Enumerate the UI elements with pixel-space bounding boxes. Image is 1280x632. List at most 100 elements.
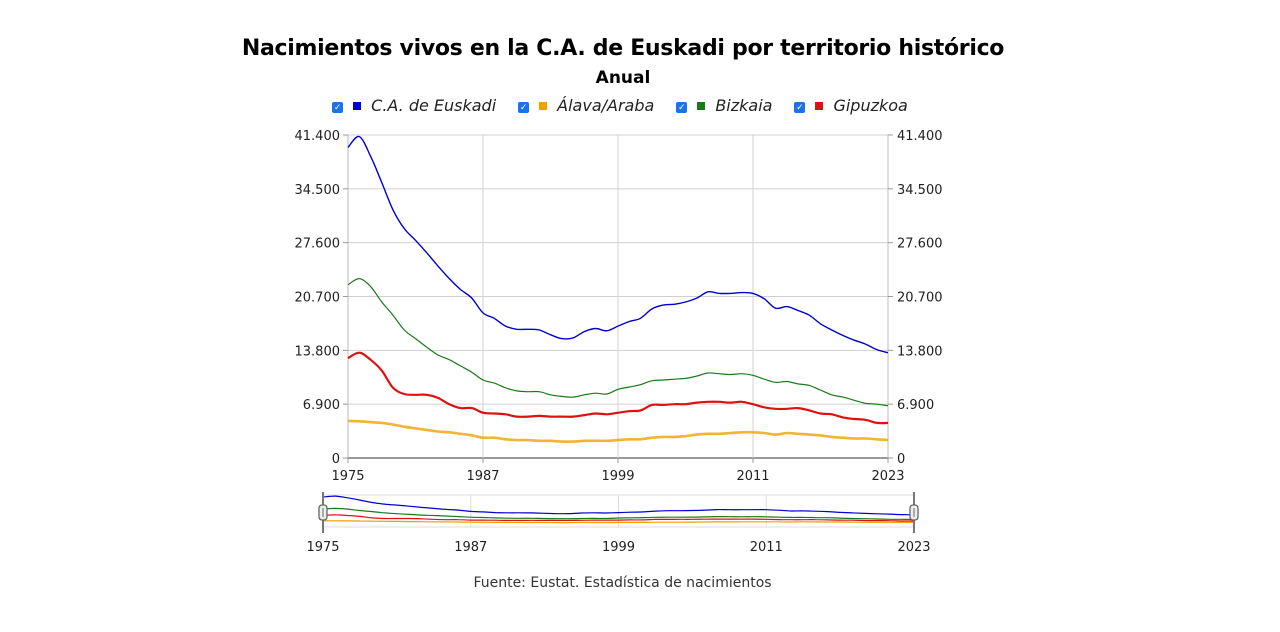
data-point [706,290,710,294]
data-point [751,402,755,406]
navigator-line [322,520,914,524]
data-point [380,181,384,185]
swatch-euskadi [353,101,362,110]
y-axis-right: 0 6.900 13.800 20.700 27.600 34.500 41.400 [888,129,943,467]
swatch-araba [539,101,548,110]
data-point [470,406,474,410]
data-point [616,438,620,442]
data-point [830,412,834,416]
data-point [639,437,643,441]
data-point [571,415,575,419]
data-point [672,302,676,306]
data-point [481,311,485,315]
x-tick-label: 1987 [466,469,499,484]
data-point [369,284,373,288]
data-point [819,433,823,437]
data-point [819,412,823,416]
data-point [436,429,440,433]
data-point [459,432,463,436]
data-point [481,411,485,415]
data-point [560,337,564,341]
x-tick-label: 2011 [736,469,769,484]
checkbox-checked-icon[interactable]: ✓ [518,102,530,113]
data-point [459,364,463,368]
data-point [807,408,811,412]
data-point [391,313,395,317]
data-point [571,440,575,444]
legend-item-euskadi[interactable]: ✓ C.A. de Euskadi [332,96,496,115]
data-point [504,324,508,328]
data-point [560,415,564,419]
data-point [357,419,361,423]
data-point [414,238,418,242]
data-point [807,383,811,387]
legend-item-araba[interactable]: ✓ Álava/Araba [518,96,654,115]
data-point [346,356,350,360]
data-point [841,436,845,440]
data-point [751,430,755,434]
checkbox-checked-icon[interactable]: ✓ [332,102,344,113]
data-point [807,433,811,437]
data-point [796,309,800,313]
data-point [717,372,721,376]
legend-item-gipuzkoa[interactable]: ✓ Gipuzkoa [794,96,908,115]
data-point [380,421,384,425]
data-point [762,405,766,409]
legend-item-bizkaia[interactable]: ✓ Bizkaia [676,96,772,115]
data-point [537,390,541,394]
data-point [684,376,688,380]
data-point [571,395,575,399]
data-point [639,408,643,412]
data-point [875,421,879,425]
legend: ✓ C.A. de Euskadi ✓ Álava/Araba ✓ Bizkai… [0,96,1240,115]
data-point [886,351,890,355]
data-point [380,369,384,373]
data-point [537,328,541,332]
data-point [661,403,665,407]
y-tick-label-right: 41.400 [897,129,943,144]
data-point [605,439,609,443]
data-point [515,438,519,442]
data-point [627,437,631,441]
data-point [886,421,890,425]
data-point [492,436,496,440]
data-point [762,431,766,435]
data-point [774,306,778,310]
data-point [459,406,463,410]
data-point [864,401,868,405]
data-point [447,277,451,281]
data-point [492,412,496,416]
data-point [830,393,834,397]
data-point [447,358,451,362]
data-point [369,154,373,158]
data-point [785,380,789,384]
data-point [391,422,395,426]
data-point [796,432,800,436]
data-point [357,135,361,139]
y-tick-label-right: 6.900 [897,398,934,413]
navigator-tick-label: 2011 [750,540,783,555]
checkbox-checked-icon[interactable]: ✓ [676,102,688,113]
data-point [402,425,406,429]
data-point [762,297,766,301]
data-point [852,436,856,440]
checkbox-checked-icon[interactable]: ✓ [794,102,806,113]
data-point [526,327,530,331]
data-point [627,385,631,389]
y-tick-label-left: 27.600 [295,237,341,252]
data-point [729,431,733,435]
data-point [560,440,564,444]
data-point [447,430,451,434]
data-point [436,353,440,357]
data-point [695,433,699,437]
navigator-tick-label: 1999 [602,540,635,555]
data-point [346,283,350,287]
swatch-gipuzkoa [815,101,824,110]
data-point [627,319,631,323]
data-point [672,377,676,381]
data-point [695,374,699,378]
data-point [886,404,890,408]
navigator-tick-label: 2023 [897,540,930,555]
data-point [605,412,609,416]
data-point [605,329,609,333]
